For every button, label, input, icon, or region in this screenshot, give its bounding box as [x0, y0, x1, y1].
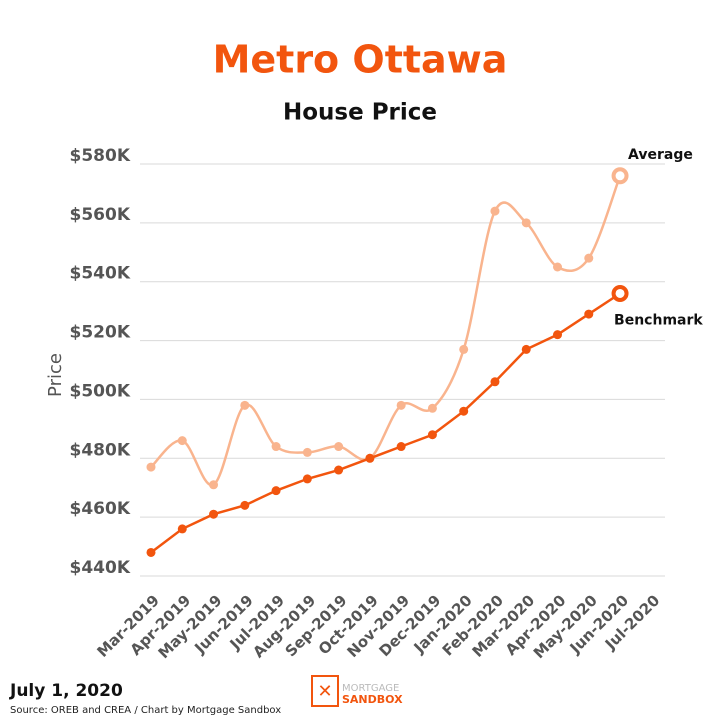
- chart-title: Metro Ottawa: [213, 38, 508, 82]
- point: [240, 400, 250, 410]
- logo-text: SANDBOX: [342, 693, 403, 706]
- point: [584, 253, 594, 263]
- point: [490, 206, 500, 216]
- chart-subtitle: House Price: [283, 100, 437, 126]
- series-label: Benchmark: [614, 312, 703, 328]
- point: [271, 486, 281, 496]
- point: [209, 480, 219, 490]
- logo-icon: ✕: [317, 681, 332, 702]
- source-note: Source: OREB and CREA / Chart by Mortgag…: [10, 705, 281, 716]
- point: [302, 474, 312, 484]
- point: [271, 442, 281, 452]
- date-label: July 1, 2020: [9, 681, 123, 701]
- point: [490, 377, 500, 387]
- series: Average: [146, 147, 693, 490]
- y-tick-label: $480K: [70, 440, 131, 460]
- point: [521, 218, 531, 228]
- series-label: Average: [628, 147, 693, 163]
- point: [427, 430, 437, 440]
- point: [334, 442, 344, 452]
- y-axis-label: Price: [45, 353, 66, 397]
- y-tick-label: $560K: [70, 205, 131, 225]
- series-line: [150, 292, 621, 554]
- y-tick-label: $540K: [70, 264, 131, 284]
- logo-box: [311, 675, 339, 707]
- y-tick-label: $500K: [70, 381, 131, 401]
- point: [240, 500, 250, 510]
- point: [553, 262, 563, 272]
- y-tick-label: $520K: [70, 323, 131, 343]
- series: Benchmark: [146, 284, 703, 557]
- point: [521, 344, 531, 354]
- end-marker: [611, 284, 629, 302]
- point: [146, 462, 156, 472]
- y-tick-label: $580K: [70, 146, 131, 166]
- y-tick-label: $440K: [70, 558, 131, 578]
- point: [553, 330, 563, 340]
- point: [177, 524, 187, 534]
- point: [302, 447, 312, 457]
- series-line: [150, 175, 622, 487]
- point: [396, 442, 406, 452]
- point: [146, 547, 156, 557]
- point: [459, 344, 469, 354]
- point: [209, 509, 219, 519]
- point: [177, 436, 187, 446]
- point: [427, 403, 437, 413]
- point: [584, 309, 594, 319]
- point: [396, 400, 406, 410]
- point: [459, 406, 469, 416]
- logo-text: MORTGAGE: [342, 683, 399, 694]
- y-tick-label: $460K: [70, 499, 131, 519]
- point: [365, 453, 375, 463]
- end-marker: [611, 167, 629, 185]
- logo: ✕ MORTGAGE SANDBOX: [311, 675, 403, 707]
- point: [334, 465, 344, 475]
